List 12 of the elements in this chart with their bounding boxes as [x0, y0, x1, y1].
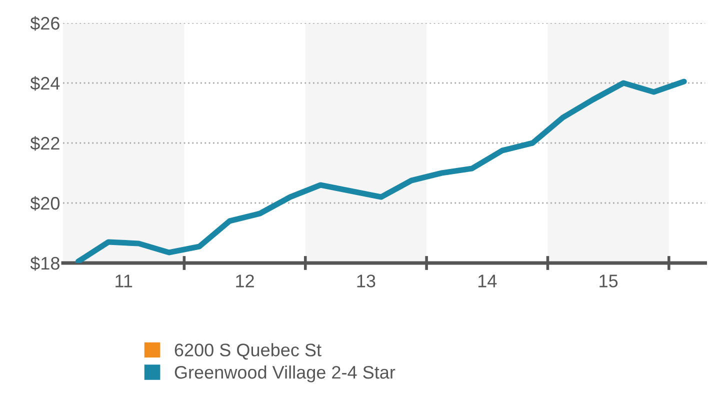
- y-tick-label: $24: [30, 76, 60, 91]
- y-tick-label: $20: [30, 196, 60, 211]
- x-tick-label: 12: [236, 274, 254, 288]
- legend-label: Greenwood Village 2-4 Star: [174, 365, 396, 382]
- legend-label: 6200 S Quebec St: [174, 343, 322, 360]
- y-tick-label: $22: [30, 136, 60, 151]
- x-tick-label: 15: [600, 274, 618, 288]
- x-tick-label: 14: [478, 274, 497, 288]
- y-tick-label: $18: [30, 256, 60, 271]
- x-tick-label: 13: [357, 274, 376, 288]
- y-tick-label: $26: [30, 16, 60, 31]
- x-tick-label: 11: [116, 274, 132, 288]
